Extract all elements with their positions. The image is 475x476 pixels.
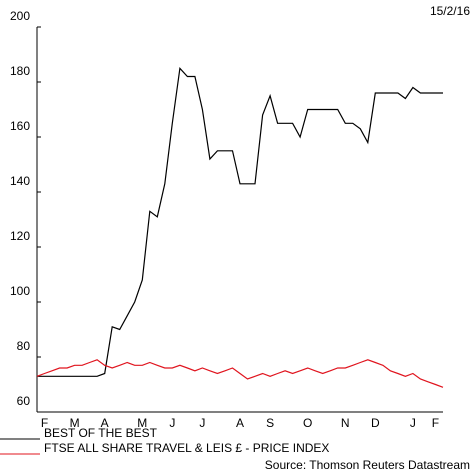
y-tick-label: 100 bbox=[10, 284, 30, 298]
y-tick-label: 80 bbox=[17, 339, 31, 353]
x-tick-label: J bbox=[410, 416, 416, 430]
series-line bbox=[36, 359, 444, 388]
y-tick-label: 120 bbox=[10, 229, 30, 243]
legend-label: FTSE ALL SHARE TRAVEL & LEIS £ - PRICE I… bbox=[44, 441, 329, 455]
x-tick-label: O bbox=[303, 416, 312, 430]
x-tick-label: F bbox=[41, 416, 48, 430]
x-tick-label: A bbox=[101, 416, 109, 430]
x-tick-label: A bbox=[236, 416, 244, 430]
y-tick-label: 200 bbox=[10, 9, 30, 23]
y-tick-label: 180 bbox=[10, 64, 30, 78]
x-tick-label: F bbox=[432, 416, 439, 430]
series-line bbox=[37, 66, 443, 377]
x-tick-label: J bbox=[169, 416, 175, 430]
y-tick-label: 140 bbox=[10, 174, 30, 188]
y-tick-label: 60 bbox=[17, 394, 31, 408]
date: 15/2/16 bbox=[430, 4, 470, 18]
x-tick-label: N bbox=[341, 416, 350, 430]
y-tick-label: 160 bbox=[10, 119, 30, 133]
x-tick-label: J bbox=[199, 416, 205, 430]
x-tick-label: M bbox=[137, 416, 147, 430]
legend-label: BEST OF THE BEST bbox=[44, 426, 158, 440]
x-tick-label: S bbox=[266, 416, 274, 430]
x-tick-label: D bbox=[371, 416, 380, 430]
source: Source: Thomson Reuters Datastream bbox=[265, 458, 470, 472]
x-tick-label: M bbox=[70, 416, 80, 430]
